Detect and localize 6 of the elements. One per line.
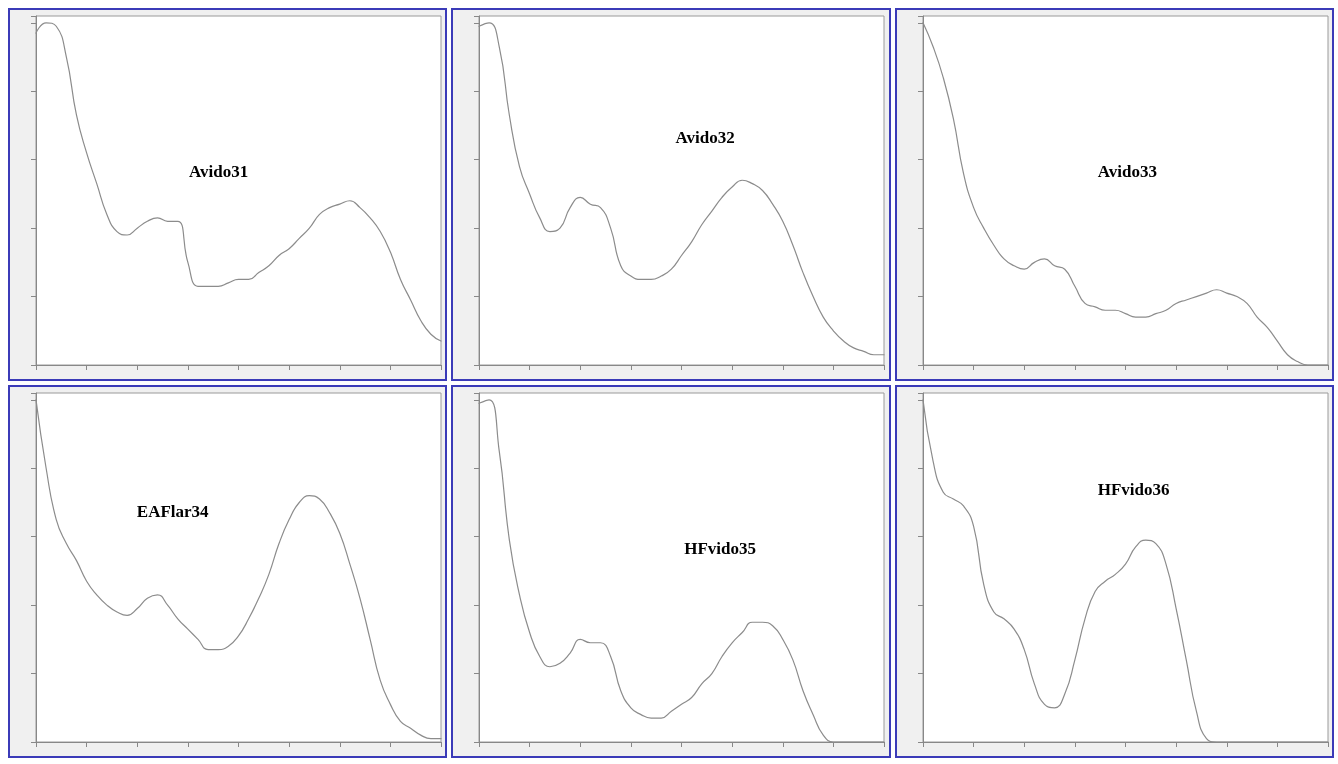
text: EAFlar34 — [136, 501, 210, 521]
text: HFvido36 — [1097, 479, 1170, 499]
text: Avido31 — [189, 161, 249, 181]
text: HFvido35 — [684, 538, 757, 558]
text: Avido33 — [1097, 161, 1157, 181]
text: Avido32 — [675, 128, 736, 148]
